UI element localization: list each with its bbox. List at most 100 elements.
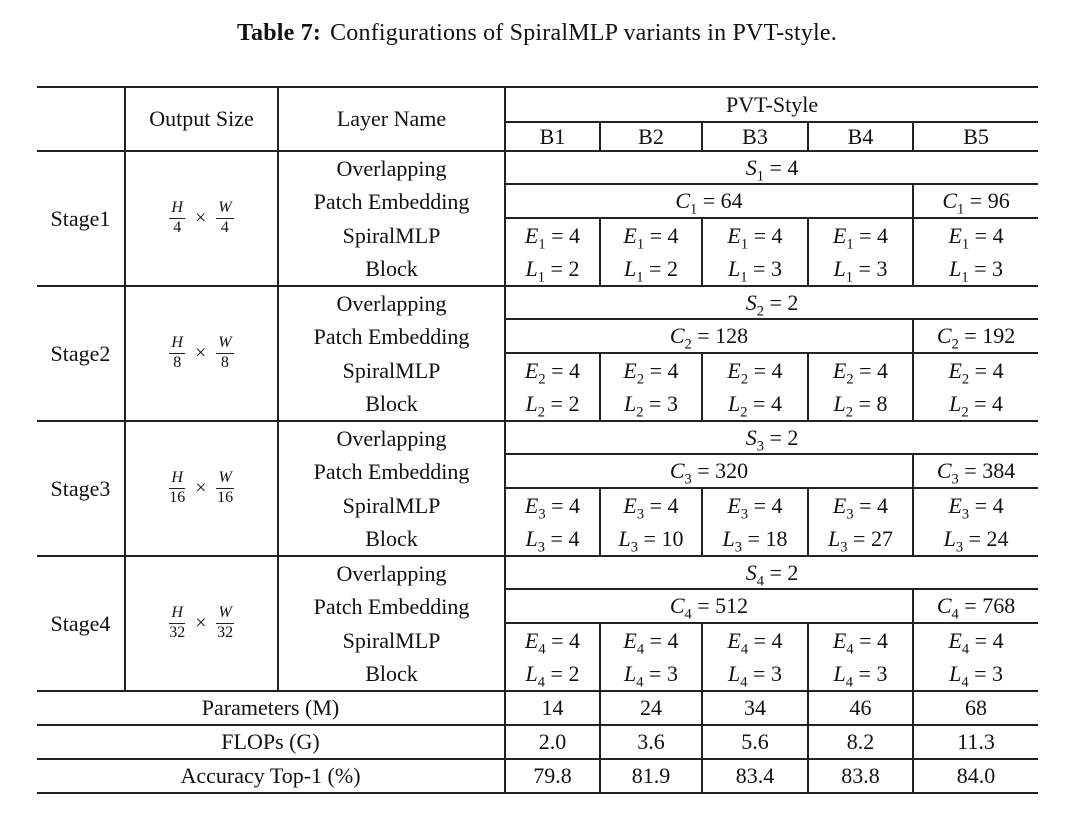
expansion-ratio-value: E1 = 4 (727, 223, 783, 253)
layer-name-spiralmlp-block: SpiralMLP Block (278, 353, 506, 421)
stride-value-cell: S3 = 2 (505, 420, 1039, 455)
block-config-cell: E1 = 4 L1 = 2 (505, 218, 601, 286)
fraction-numerator: W (216, 199, 234, 219)
expansion-ratio-value: E1 = 4 (524, 223, 581, 253)
channel-value-cell-b5: C2 = 192 (913, 319, 1039, 354)
fraction: H 32 (169, 604, 186, 642)
layer-line-1: SpiralMLP (342, 222, 441, 248)
expansion-ratio-value: E2 = 4 (623, 358, 679, 388)
layer-line-1: Overlapping (336, 291, 447, 316)
block-config-cell: E2 = 4 L2 = 2 (505, 353, 601, 421)
fraction-denominator: 4 (173, 219, 182, 236)
fraction: W 32 (216, 604, 234, 642)
layer-count-value: L1 = 3 (833, 256, 888, 286)
layer-line-2: Patch Embedding (313, 324, 470, 349)
layer-line-2: Block (365, 390, 418, 416)
layer-count-value: L4 = 3 (833, 661, 888, 691)
expansion-ratio-value: E4 = 4 (832, 628, 889, 658)
fraction: H 16 (169, 469, 186, 507)
layer-count-value: L1 = 2 (525, 256, 580, 286)
layer-count-value: L3 = 27 (828, 526, 893, 556)
stride-value-cell: S4 = 2 (505, 555, 1039, 590)
expansion-ratio-value: E1 = 4 (623, 223, 679, 253)
table-caption: Table 7: Configurations of SpiralMLP vari… (0, 20, 1074, 47)
footer-value-cell: 83.4 (702, 758, 809, 794)
footer-value-cell: 8.2 (808, 724, 914, 759)
footer-value-cell: 3.6 (600, 724, 703, 759)
fraction-denominator: 8 (173, 354, 182, 371)
layer-line-2: Block (365, 525, 418, 551)
block-config-cell: E2 = 4 L2 = 3 (600, 353, 703, 421)
footer-row-label: FLOPs (G) (37, 724, 506, 759)
multiply-sign: × (194, 342, 207, 364)
column-header-b4: B4 (808, 122, 914, 152)
footer-row-label: Parameters (M) (37, 690, 506, 725)
layer-line-1: Overlapping (336, 156, 447, 181)
block-config-cell: E4 = 4 L4 = 3 (600, 623, 703, 691)
multiply-sign: × (194, 207, 207, 229)
corner-cell (37, 86, 126, 152)
block-config-cell: E1 = 4 L1 = 2 (600, 218, 703, 286)
layer-count-value: L2 = 4 (728, 391, 782, 421)
channel-value-cell: C4 = 512 (505, 589, 914, 624)
expansion-ratio-value: E3 = 4 (727, 493, 783, 523)
column-header-output-size: Output Size (125, 86, 279, 152)
footer-value-cell: 2.0 (505, 724, 601, 759)
block-config-cell: E3 = 4 L3 = 10 (600, 488, 703, 556)
expansion-ratio-value: E1 = 4 (948, 223, 1004, 253)
layer-count-value: L1 = 3 (949, 256, 1003, 286)
expansion-ratio-value: E2 = 4 (727, 358, 783, 388)
layer-count-value: L3 = 4 (525, 526, 580, 556)
channel-value-cell: C1 = 64 (505, 184, 914, 219)
expansion-ratio-value: E2 = 4 (832, 358, 889, 388)
footer-value-cell: 5.6 (702, 724, 809, 759)
stage-label: Stage1 (37, 150, 126, 286)
layer-count-value: L4 = 3 (624, 661, 678, 691)
channel-value-cell: C2 = 128 (505, 319, 914, 354)
layer-count-value: L2 = 4 (949, 391, 1003, 421)
expansion-ratio-value: E4 = 4 (727, 628, 783, 658)
block-config-cell: E3 = 4 L3 = 18 (702, 488, 809, 556)
layer-line-2: Block (365, 660, 418, 686)
layer-line-2: Patch Embedding (313, 189, 470, 214)
output-size-cell: H 16 × W 16 (125, 420, 279, 556)
layer-name-patch-embedding: Overlapping Patch Embedding (278, 150, 506, 218)
column-header-b2: B2 (600, 122, 703, 152)
table-caption-label: Table 7: (237, 20, 322, 46)
layer-count-value: L4 = 3 (949, 661, 1003, 691)
expansion-ratio-value: E3 = 4 (832, 493, 889, 523)
fraction-numerator: H (169, 604, 186, 624)
expansion-ratio-value: E3 = 4 (623, 493, 679, 523)
layer-line-2: Patch Embedding (313, 459, 470, 484)
stride-value-cell: S1 = 4 (505, 150, 1039, 185)
output-size-cell: H 8 × W 8 (125, 285, 279, 421)
layer-line-2: Patch Embedding (313, 594, 470, 619)
fraction: W 16 (216, 469, 234, 507)
channel-value-cell: C3 = 320 (505, 454, 914, 489)
block-config-cell: E2 = 4 L2 = 4 (913, 353, 1038, 421)
fraction-numerator: H (169, 199, 185, 219)
layer-name-patch-embedding: Overlapping Patch Embedding (278, 420, 506, 488)
block-config-cell: E3 = 4 L3 = 4 (505, 488, 601, 556)
fraction-numerator: W (216, 469, 234, 489)
column-header-b3: B3 (702, 122, 809, 152)
block-config-cell: E4 = 4 L4 = 3 (913, 623, 1038, 691)
fraction-numerator: H (169, 334, 185, 354)
layer-count-value: L1 = 2 (624, 256, 678, 286)
expansion-ratio-value: E4 = 4 (623, 628, 679, 658)
layer-name-spiralmlp-block: SpiralMLP Block (278, 488, 506, 556)
footer-value-cell: 11.3 (913, 724, 1039, 759)
multiply-sign: × (195, 477, 207, 499)
table-caption-text: Configurations of SpiralMLP variants in … (330, 20, 837, 46)
stage-label: Stage3 (37, 420, 126, 556)
layer-name-spiralmlp-block: SpiralMLP Block (278, 623, 506, 691)
fraction-denominator: 32 (217, 624, 234, 641)
layer-line-2: Block (365, 255, 418, 281)
block-config-cell: E4 = 4 L4 = 3 (808, 623, 914, 691)
footer-value-cell: 83.8 (808, 758, 914, 794)
channel-value-cell-b5: C4 = 768 (913, 589, 1039, 624)
fraction-numerator: W (216, 604, 234, 624)
